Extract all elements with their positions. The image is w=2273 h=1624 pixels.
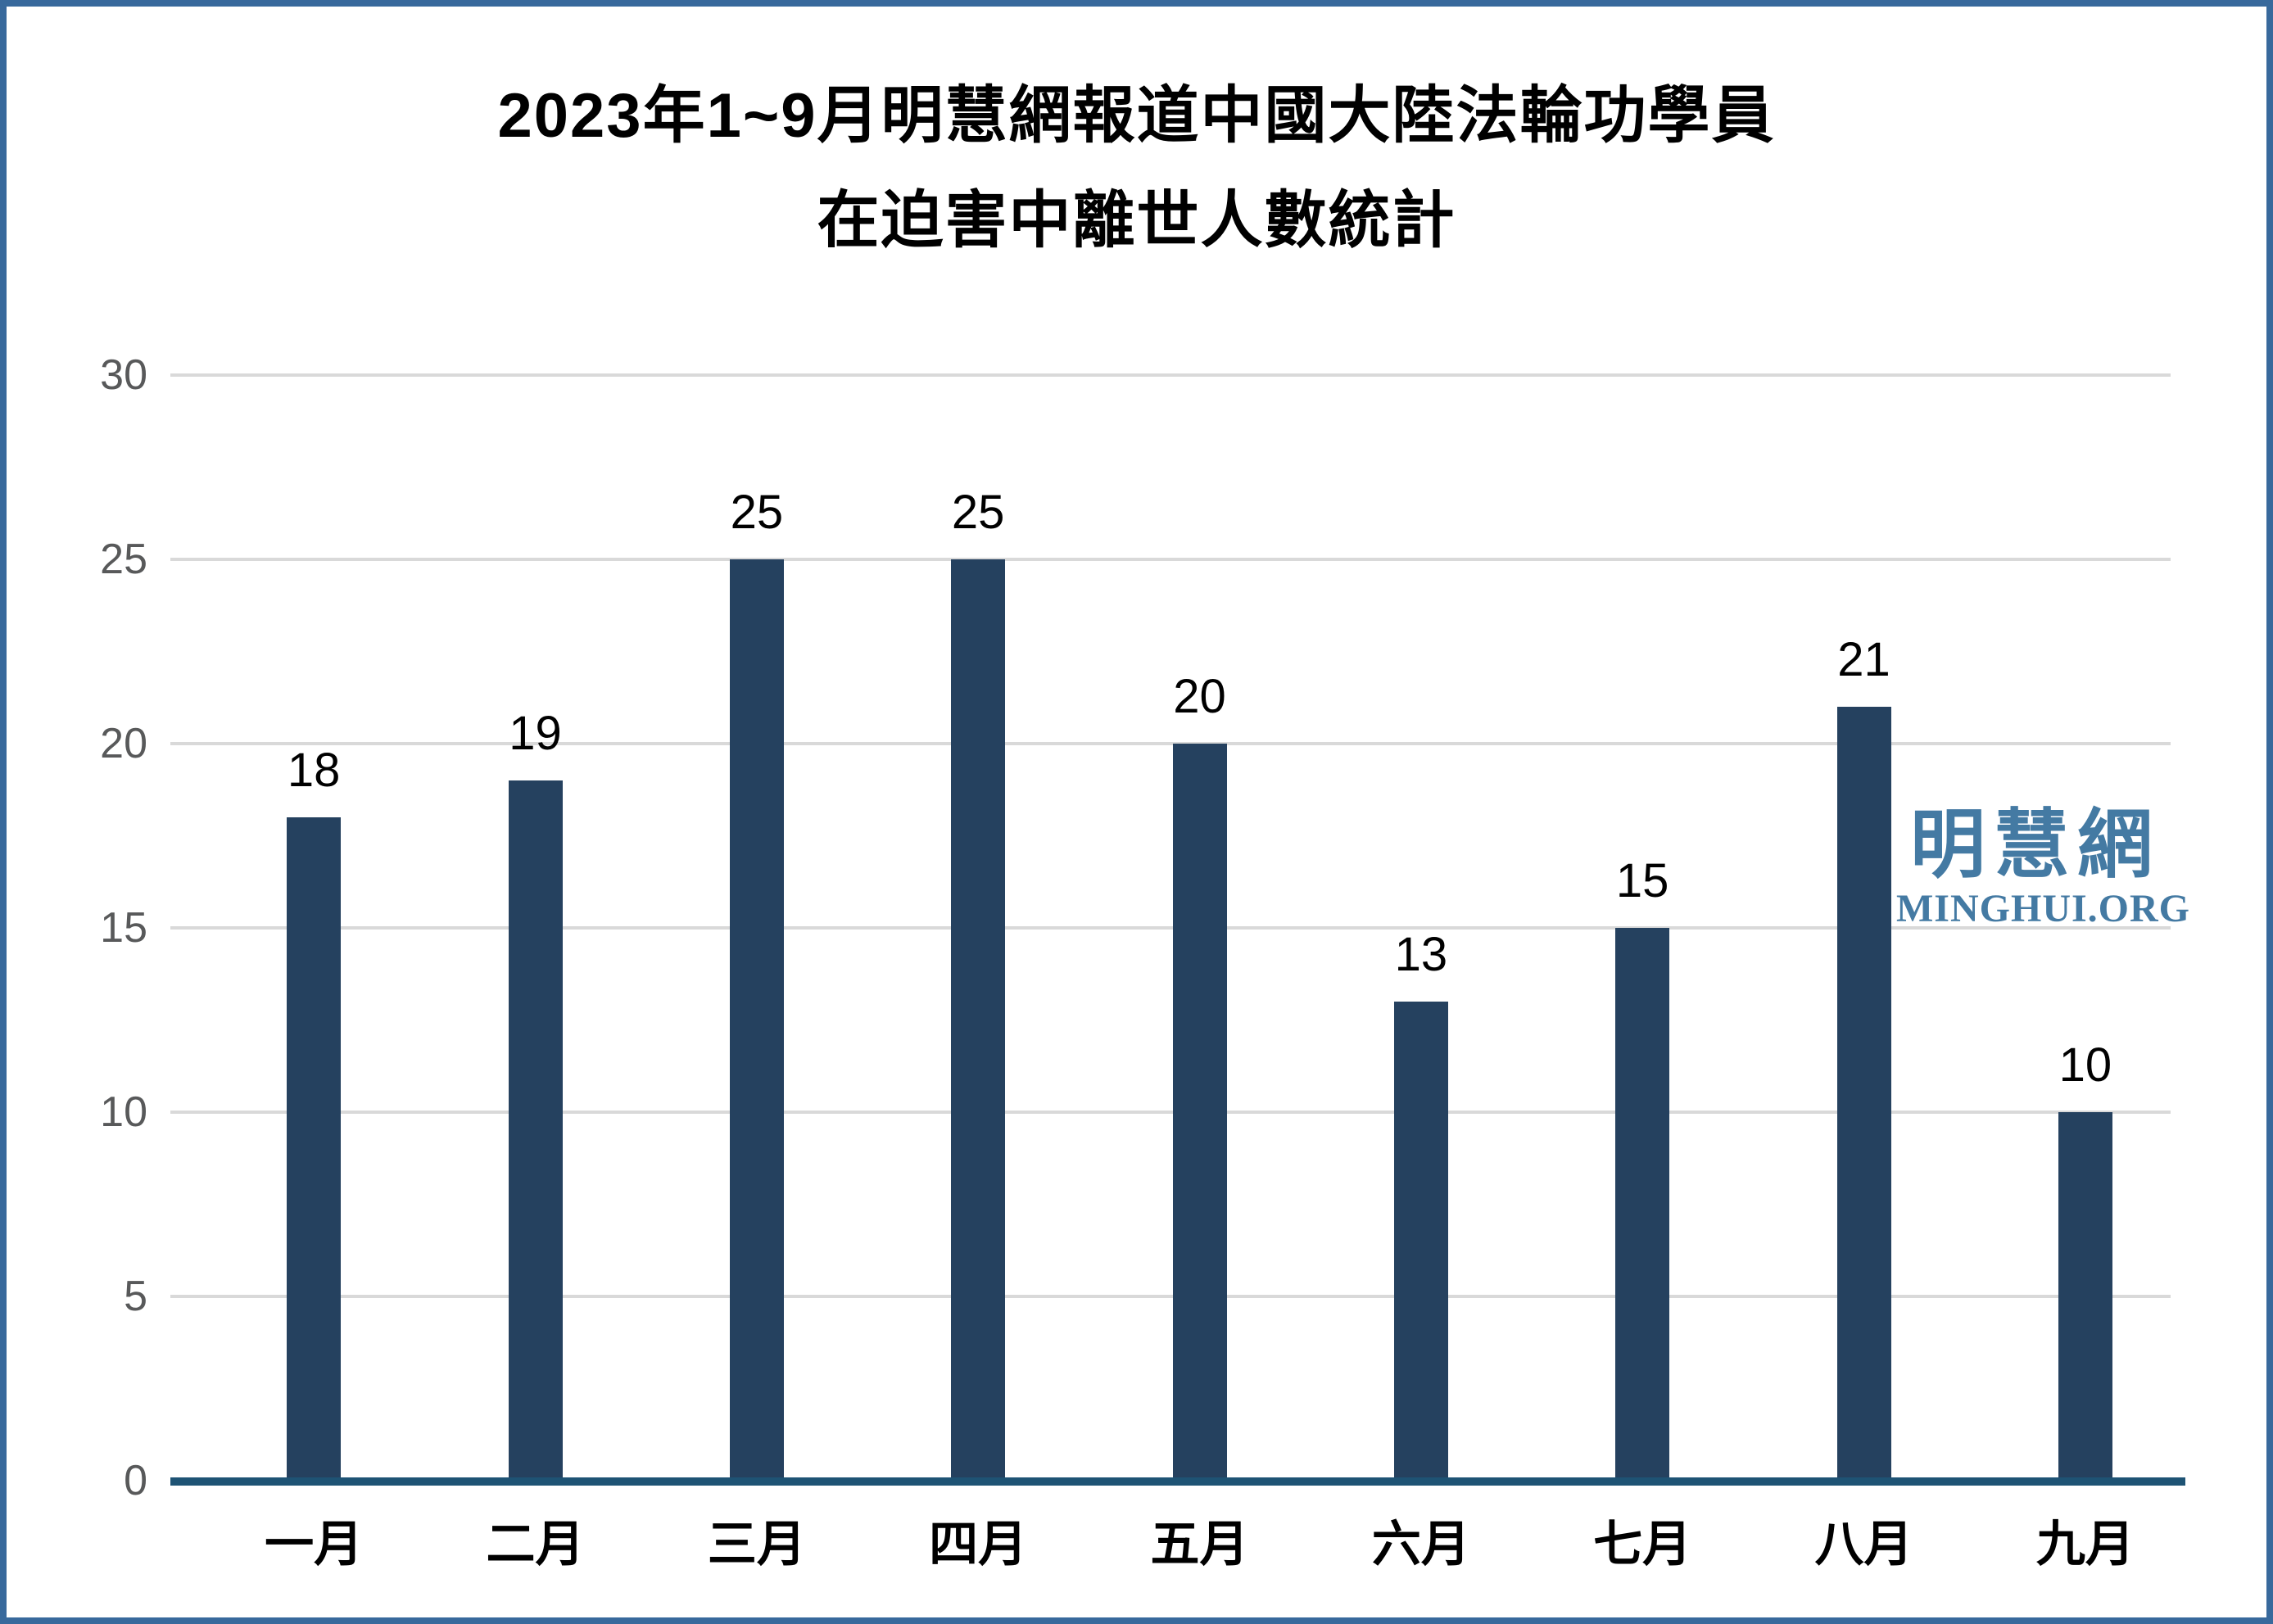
- y-axis-tick-label: 25: [100, 536, 147, 583]
- bar: [508, 780, 563, 1481]
- x-axis-label: 七月: [1593, 1517, 1692, 1572]
- bar: [951, 559, 1006, 1481]
- y-axis-tick-label: 15: [100, 904, 147, 952]
- x-axis-line: [170, 1477, 2185, 1486]
- y-axis-tick-label: 30: [100, 351, 147, 399]
- minghui-watermark: 明慧網 MINGHUI.ORG: [1896, 803, 2190, 930]
- bar-value-label: 25: [951, 486, 1005, 539]
- bar: [729, 559, 784, 1481]
- bar-chart: 0 5 10 15 20 25 30 18 一月 19 二月 25 三月 25 四月 20 五月 13 六月 15 七月…: [7, 7, 2266, 1617]
- bar-value-label: 10: [2058, 1038, 2112, 1092]
- bar: [2058, 1112, 2112, 1481]
- y-axis-tick-label: 20: [100, 720, 147, 767]
- y-axis-tick-label: 10: [100, 1088, 147, 1136]
- gridline: [170, 742, 2171, 745]
- minghui-watermark-cjk: 明慧網: [1909, 803, 2161, 887]
- bar-value-label: 15: [1615, 854, 1669, 907]
- bar: [1393, 1002, 1448, 1481]
- x-axis-label: 一月: [265, 1517, 364, 1572]
- bar-value-label: 18: [287, 744, 341, 797]
- bar: [1836, 707, 1891, 1481]
- bar: [287, 817, 342, 1481]
- minghui-watermark-latin: MINGHUI.ORG: [1896, 887, 2190, 930]
- chart-title: 2023年1~9月明慧網報道中國大陸法輪功學員 在迫害中離世人數統計: [7, 64, 2266, 274]
- chart-title-line1: 2023年1~9月明慧網報道中國大陸法輪功學員: [497, 81, 1776, 151]
- y-axis-tick-label: 0: [124, 1457, 147, 1504]
- gridline: [170, 1111, 2171, 1114]
- bar-value-label: 21: [1837, 633, 1890, 686]
- bar: [1615, 928, 1670, 1481]
- x-axis-label: 五月: [1150, 1517, 1249, 1572]
- gridline: [170, 373, 2171, 377]
- x-axis-label: 八月: [1814, 1517, 1913, 1572]
- bar: [1172, 744, 1227, 1481]
- gridline: [170, 1295, 2171, 1298]
- x-axis-label: 三月: [707, 1517, 806, 1572]
- bar-value-label: 13: [1394, 928, 1448, 981]
- y-axis-tick-label: 5: [124, 1273, 147, 1320]
- chart-title-line2: 在迫害中離世人數統計: [817, 186, 1456, 256]
- gridline: [170, 926, 2171, 930]
- bar-value-label: 20: [1173, 670, 1226, 723]
- x-axis-label: 四月: [929, 1517, 1028, 1572]
- bar-value-label: 19: [509, 707, 562, 760]
- x-axis-label: 九月: [2035, 1517, 2135, 1572]
- x-axis-label: 六月: [1371, 1517, 1470, 1572]
- bar-value-label: 25: [730, 486, 784, 539]
- gridline: [170, 558, 2171, 561]
- x-axis-label: 二月: [486, 1517, 585, 1572]
